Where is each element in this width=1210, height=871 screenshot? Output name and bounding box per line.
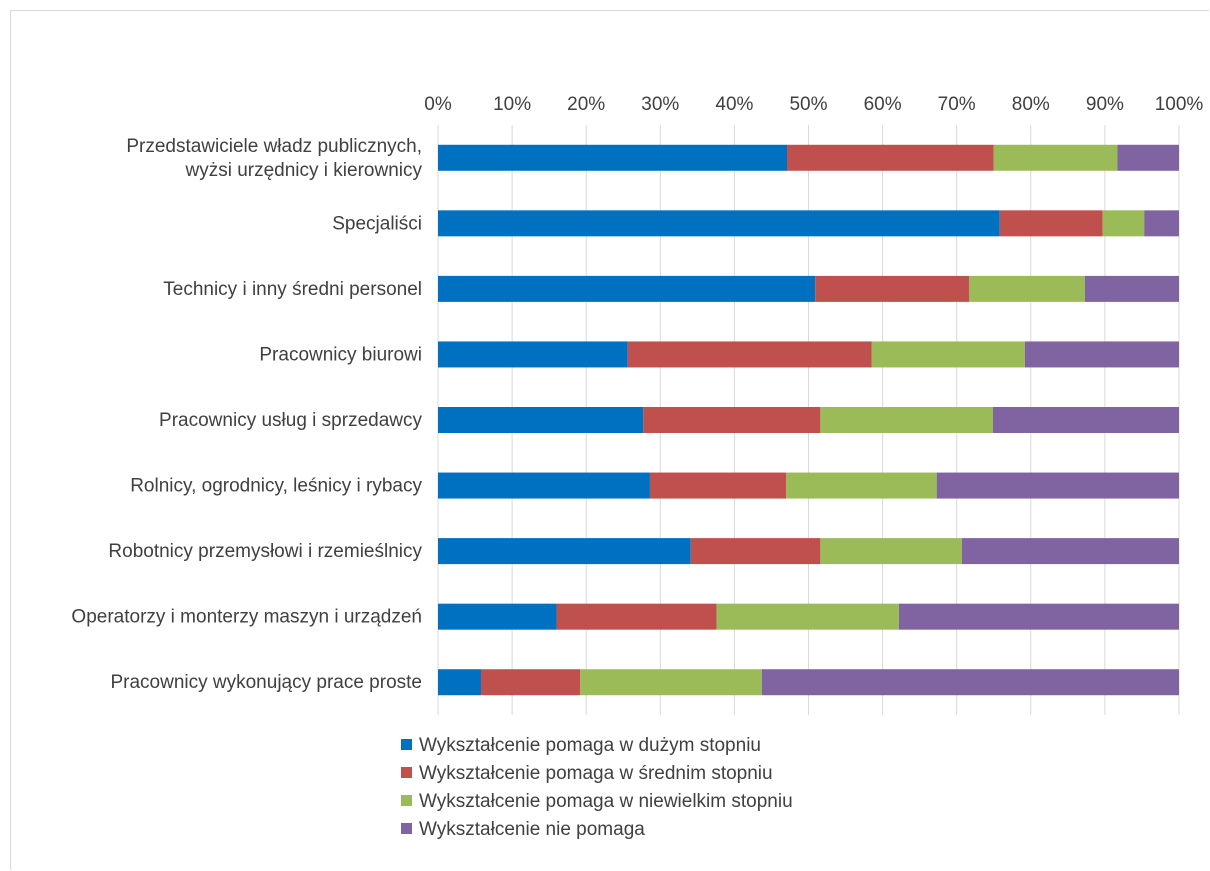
x-tick-label: 10% (493, 94, 531, 115)
bar-segment (438, 341, 628, 368)
bar-segment (969, 275, 1085, 302)
bar-segment (438, 603, 557, 630)
bar-segment (761, 669, 1179, 696)
bar-segment (1144, 210, 1179, 237)
x-tick-label: 20% (567, 94, 605, 115)
x-tick-label: 40% (715, 94, 753, 115)
bars (438, 144, 1179, 696)
bar-segment (690, 538, 821, 565)
bar-segment (643, 407, 821, 433)
x-tick-label: 70% (938, 94, 976, 115)
bar-segment (898, 603, 1179, 630)
category-label: Specjaliści (332, 213, 422, 234)
bar-segment (993, 144, 1118, 171)
bar-segment (649, 472, 787, 499)
category-label: Pracownicy usług i sprzedawcy (159, 410, 422, 431)
category-label: Przedstawiciele władz publicznych, wyżsi … (126, 136, 422, 181)
legend-swatch (401, 795, 412, 806)
category-label: Robotnicy przemysłowi i rzemieślnicy (108, 541, 422, 562)
bar-segment (580, 669, 762, 696)
bar-segment (627, 341, 872, 368)
legend-swatch (401, 823, 412, 834)
legend: Wykształcenie pomaga w dużym stopniu Wyks… (401, 735, 793, 840)
x-tick-label: 0% (424, 94, 452, 115)
bar-segment (438, 210, 1000, 237)
x-tick-label: 100% (1155, 94, 1204, 115)
x-tick-label: 60% (864, 94, 902, 115)
bar-segment (438, 472, 650, 499)
bar-segment (787, 144, 994, 171)
legend-swatch (401, 739, 412, 750)
category-label: Operatorzy i monterzy maszyn i urządzeń (71, 607, 422, 628)
x-tick-label: 80% (1012, 94, 1050, 115)
x-tick-label: 90% (1086, 94, 1124, 115)
bar-segment (961, 538, 1179, 565)
bar-segment (480, 669, 581, 696)
bar-segment (936, 472, 1179, 499)
legend-label: Wykształcenie pomaga w niewielkim stopni… (419, 791, 793, 812)
bar-segment (556, 603, 717, 630)
x-axis-tick-labels: 0% 10% 20% 30% 40% 50% 60% 70% 80% 90% 100% (424, 94, 1203, 115)
bar-segment (815, 275, 970, 302)
category-label: Technicy i inny średni personel (163, 279, 422, 300)
x-tick-label: 30% (641, 94, 679, 115)
bar-segment (786, 472, 937, 499)
bar-segment (1117, 144, 1179, 171)
legend-swatch (401, 767, 412, 778)
bar-segment (438, 407, 644, 433)
bar-segment (438, 669, 481, 696)
bar-segment (1024, 341, 1179, 368)
bar-segment (993, 407, 1179, 433)
bar-segment (820, 407, 994, 433)
x-tick-label: 50% (789, 94, 827, 115)
legend-label: Wykształcenie pomaga w dużym stopniu (419, 735, 761, 756)
bar-segment (999, 210, 1103, 237)
bar-segment (438, 144, 788, 171)
chart-frame (10, 10, 1209, 870)
category-labels: Przedstawiciele władz publicznych, wyżsi … (71, 136, 422, 693)
bar-segment (716, 603, 899, 630)
bar-segment (871, 341, 1025, 368)
category-label: Rolnicy, ogrodnicy, leśnicy i rybacy (130, 476, 422, 497)
category-label: Pracownicy biurowi (259, 344, 422, 365)
category-label: Pracownicy wykonujący prace proste (110, 672, 422, 693)
bar-segment (1084, 275, 1179, 302)
bar-segment (1102, 210, 1145, 237)
bar-segment (820, 538, 962, 565)
legend-label: Wykształcenie pomaga w średnim stopniu (419, 763, 773, 784)
legend-label: Wykształcenie nie pomaga (419, 819, 645, 840)
bar-segment (438, 275, 816, 302)
bar-segment (438, 538, 691, 565)
